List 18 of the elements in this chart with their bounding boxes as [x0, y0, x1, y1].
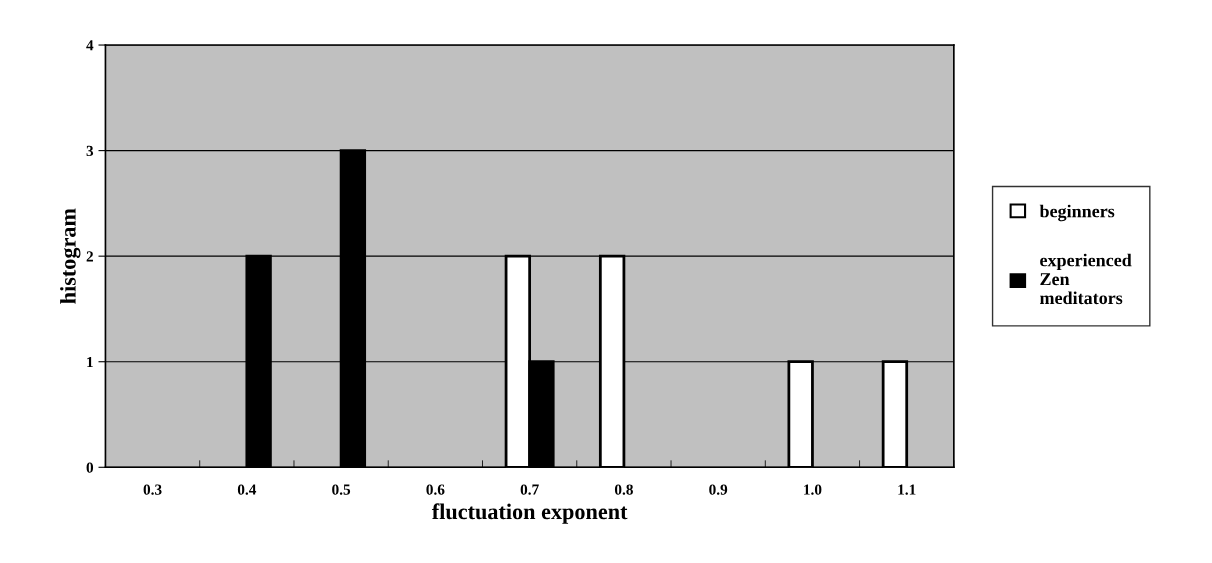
x-tick-label: 0.3 — [143, 484, 162, 495]
y-axis-title: histogram — [60, 208, 81, 304]
y-tick-label: 2 — [86, 251, 93, 262]
y-tick-label: 1 — [87, 356, 93, 368]
y-tick-label: 0 — [86, 462, 94, 473]
y-tick-label: 3 — [86, 145, 94, 157]
x-tick-label: 0.7 — [520, 484, 539, 495]
x-tick-label: 0.6 — [426, 484, 445, 495]
x-tick-label: 0.8 — [614, 484, 633, 495]
y-tick-label: 4 — [86, 40, 94, 51]
legend-label: beginners — [1039, 204, 1115, 222]
x-axis-title: fluctuation exponent — [431, 503, 628, 524]
x-tick-label: 0.4 — [237, 484, 257, 495]
x-tick-label: 0.5 — [332, 484, 351, 495]
x-tick-label: 1.1 — [898, 484, 916, 495]
legend-label: experienced Zen meditators — [1040, 253, 1132, 305]
x-tick-label: 0.9 — [709, 484, 728, 495]
x-tick-label: 1.0 — [804, 484, 822, 495]
